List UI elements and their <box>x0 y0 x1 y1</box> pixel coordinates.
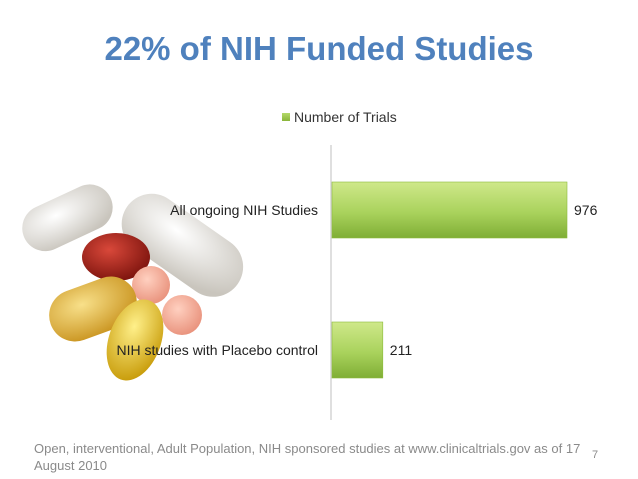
page-number: 7 <box>592 449 599 461</box>
data-label-1: 211 <box>390 342 413 358</box>
chart-legend: Number of Trials <box>282 109 397 125</box>
pills-image <box>22 184 244 381</box>
data-label-0: 976 <box>574 202 598 218</box>
legend-swatch <box>282 113 290 121</box>
bar-0 <box>331 181 568 239</box>
bar-1 <box>331 321 384 379</box>
footnote: Open, interventional, Adult Population, … <box>34 441 581 473</box>
category-label-0: All ongoing NIH Studies <box>170 202 318 218</box>
legend-label: Number of Trials <box>294 109 397 125</box>
slide-title: 22% of NIH Funded Studies <box>104 30 534 67</box>
category-label-1: NIH studies with Placebo control <box>116 342 318 358</box>
